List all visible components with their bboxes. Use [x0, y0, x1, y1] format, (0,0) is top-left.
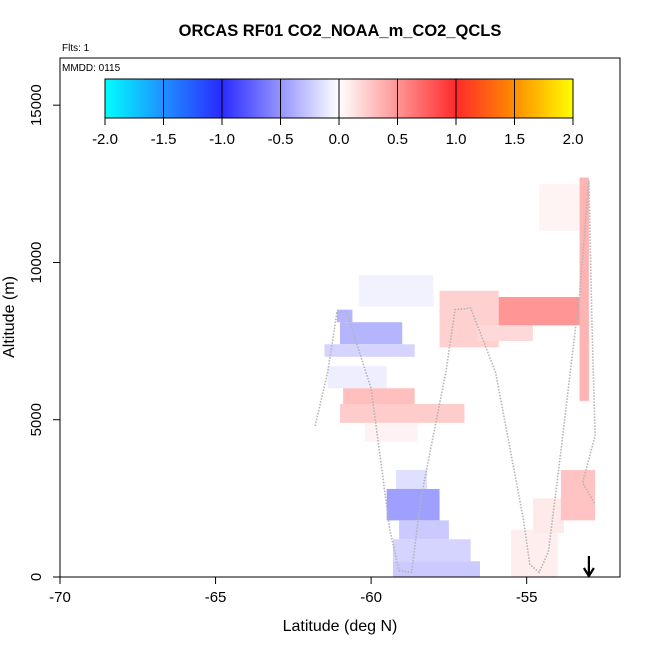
date-annotation: MMDD: 0115: [62, 63, 121, 74]
colorbar-tick-label-7: 1.5: [504, 131, 525, 148]
colorbar: -2.0 -1.5 -1.0 -0.5 0.0 0.5 1.0 1.5 2.0: [92, 78, 584, 148]
plot-frame: [59, 57, 621, 578]
x-axis-label: Latitude (deg N): [283, 618, 398, 635]
colorbar-tick-label-3: -0.5: [268, 131, 294, 148]
x-tick-label-1: -65: [205, 589, 227, 606]
x-tick-label-3: -55: [516, 589, 538, 606]
axes-layer: -70 -65 -60 -55 0 5000 10000 15000: [28, 84, 538, 606]
y-tick-label-0: 0: [28, 573, 45, 581]
colorbar-tick-label-5: 0.5: [387, 131, 408, 148]
data-cell-7: [324, 344, 415, 357]
data-cell-12: [364, 422, 418, 442]
data-cell-10: [343, 388, 415, 404]
data-cell-18: [511, 529, 558, 577]
y-tick-label-2: 10000: [28, 242, 45, 284]
y-tick-label-3: 15000: [28, 84, 45, 126]
chart-title: ORCAS RF01 CO2_NOAA_m_CO2_QCLS: [179, 22, 502, 40]
colorbar-tick-label-4: 0.0: [329, 131, 350, 148]
colorbar-tick-label-1: -1.5: [151, 131, 177, 148]
data-cell-9: [327, 366, 387, 389]
data-cell-15: [399, 520, 449, 540]
latest-point-marker-layer: [582, 556, 595, 579]
flight-track: [314, 180, 596, 574]
data-cell-8: [358, 275, 434, 307]
colorbar-tick-label-0: -2.0: [92, 131, 118, 148]
data-cell-6: [340, 322, 403, 345]
data-cell-19: [532, 498, 564, 533]
x-tick-label-0: -70: [49, 589, 71, 606]
data-cell-13: [396, 470, 428, 489]
data-cell-3: [579, 177, 589, 401]
colorbar-tick-label-8: 2.0: [563, 131, 584, 148]
down-arrow-icon: [582, 556, 595, 579]
data-cell-1: [498, 297, 583, 326]
data-cells-layer: [324, 177, 596, 577]
data-cell-14: [386, 488, 440, 521]
data-cell-16: [392, 539, 471, 562]
y-axis-label: Altitude (m): [1, 276, 18, 358]
data-cell-2: [476, 325, 533, 342]
y-tick-label-1: 5000: [28, 403, 45, 436]
data-cell-17: [392, 561, 480, 577]
colorbar-tick-label-6: 1.0: [446, 131, 467, 148]
data-cell-11: [340, 404, 465, 423]
data-cell-4: [539, 183, 580, 231]
flights-annotation: Flts: 1: [62, 43, 90, 54]
colorbar-tick-label-2: -1.0: [209, 131, 235, 148]
flight-track-layer: [314, 180, 596, 574]
x-tick-label-2: -60: [360, 589, 382, 606]
